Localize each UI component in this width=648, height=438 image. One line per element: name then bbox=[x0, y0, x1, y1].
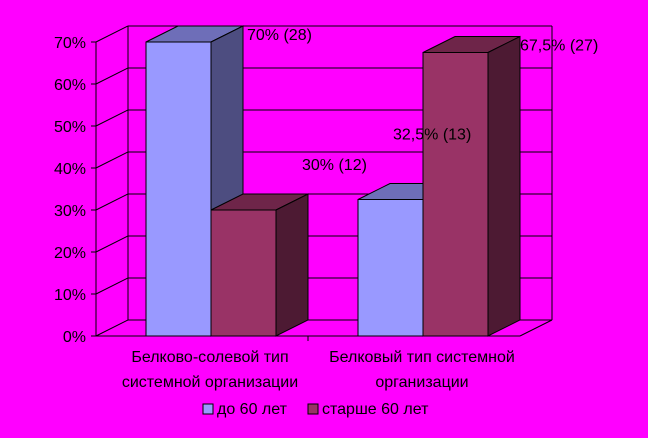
legend-swatch bbox=[202, 403, 214, 415]
y-tick-label: 20% bbox=[54, 245, 86, 262]
y-tick-label: 40% bbox=[54, 161, 86, 178]
bar-side bbox=[487, 35, 521, 337]
category-label: организации bbox=[375, 374, 468, 391]
bar-front bbox=[422, 52, 489, 337]
bar-front bbox=[210, 209, 277, 337]
y-tick-label: 70% bbox=[54, 35, 86, 52]
legend-swatch bbox=[307, 403, 319, 415]
category-label: системной организации bbox=[122, 374, 298, 391]
floor-right-edge bbox=[519, 319, 553, 337]
gridline-side bbox=[95, 193, 129, 211]
gridline-side bbox=[95, 151, 129, 169]
legend-label: старше 60 лет bbox=[322, 401, 429, 418]
y-tick-label: 60% bbox=[54, 77, 86, 94]
bar-front bbox=[145, 41, 212, 337]
category-labels: Белково-солевой тип системной организации… bbox=[122, 349, 515, 391]
bars bbox=[145, 25, 521, 337]
axes bbox=[91, 26, 553, 341]
category-label: Белково-солевой тип bbox=[131, 349, 288, 366]
data-label: 67,5% (27) bbox=[520, 38, 598, 55]
data-label: 70% (28) bbox=[247, 27, 312, 44]
category-label: Белковый тип системной bbox=[329, 349, 515, 366]
y-tick-label: 10% bbox=[54, 287, 86, 304]
data-labels: 70% (28) 30% (12) 32,5% (13) 67,5% (27) bbox=[247, 27, 598, 174]
data-label: 30% (12) bbox=[302, 157, 367, 174]
legend-label: до 60 лет bbox=[217, 401, 288, 418]
gridline-side bbox=[95, 235, 129, 253]
gridline-side bbox=[95, 109, 129, 127]
gridline-side bbox=[95, 25, 129, 43]
y-tick-label: 50% bbox=[54, 119, 86, 136]
data-label: 32,5% (13) bbox=[393, 127, 471, 144]
y-tick-label: 30% bbox=[54, 203, 86, 220]
bar-front bbox=[357, 199, 424, 337]
bar-side bbox=[275, 193, 309, 337]
gridline-side bbox=[95, 277, 129, 295]
y-tick-label: 0% bbox=[63, 329, 86, 346]
gridline-side bbox=[95, 319, 129, 337]
legend: до 60 лет старше 60 лет bbox=[202, 401, 429, 418]
gridline-side bbox=[95, 67, 129, 85]
y-axis-ticks: 0% 10% 20% 30% 40% 50% 60% 70% bbox=[54, 35, 86, 346]
